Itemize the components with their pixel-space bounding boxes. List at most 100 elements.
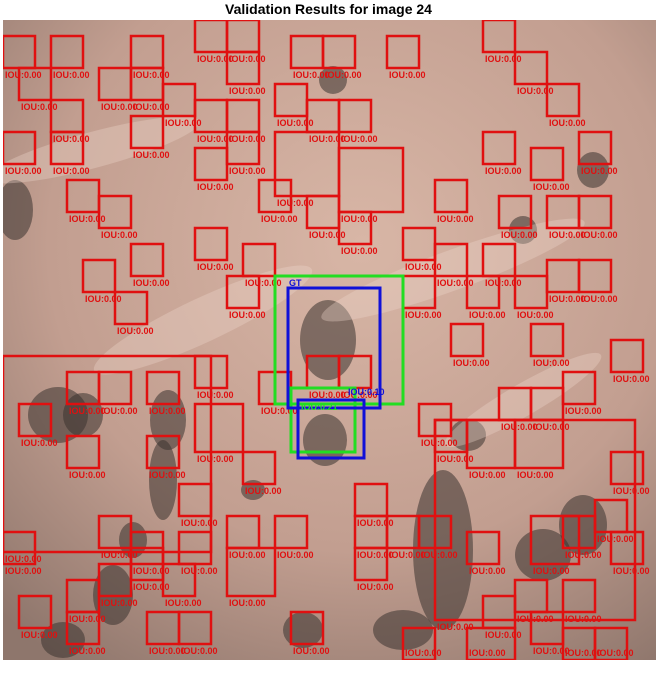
iou-label: IOU:0.00	[517, 310, 554, 320]
iou-label: IOU:0.00	[293, 646, 330, 656]
terrain-highlight	[0, 116, 200, 184]
iou-label: IOU:0.00	[53, 70, 90, 80]
iou-label: IOU:0.00	[613, 566, 650, 576]
iou-label: IOU:0.00	[69, 614, 106, 624]
iou-label: IOU:0.00	[565, 648, 602, 658]
iou-label: IOU:0.00	[565, 614, 602, 624]
iou-label: IOU:0.00	[101, 550, 138, 560]
iou-label: IOU:0.00	[245, 486, 282, 496]
pred-box	[561, 370, 597, 406]
rock-shadow	[319, 66, 347, 94]
pred-box	[609, 338, 645, 374]
pred-box	[529, 146, 565, 182]
pred-box	[65, 434, 101, 470]
gt-box	[296, 398, 366, 460]
iou-label: IOU:0.00	[565, 550, 602, 560]
match-box	[273, 274, 405, 406]
iou-label: IOU:0.00	[533, 566, 570, 576]
pred-box	[433, 418, 637, 622]
pred-box	[273, 514, 309, 550]
iou-label: IOU:0.00	[229, 166, 266, 176]
pred-box	[193, 402, 245, 454]
iou-label: IOU:0.00	[405, 648, 442, 658]
iou-label: IOU:0.00	[53, 166, 90, 176]
iou-label: IOU:0.00	[229, 550, 266, 560]
iou-label: IOU:0.00	[341, 214, 378, 224]
pred-box	[177, 610, 213, 646]
iou-label: IOU:0.00	[309, 230, 346, 240]
iou-label: IOU:0.00	[277, 550, 314, 560]
iou-label: IOU:0.00	[581, 166, 618, 176]
iou-label: IOU:0.00	[245, 278, 282, 288]
iou-label: IOU:0.00	[293, 70, 330, 80]
iou-label: IOU:0.00	[197, 134, 234, 144]
iou-label: IOU:0.00	[197, 54, 234, 64]
iou-label: IOU:0.00	[69, 406, 106, 416]
pred-box	[577, 194, 613, 230]
pred-box	[129, 242, 165, 278]
detection-overlay: IOU:0.00 IOU:0.00 IOU:0.00 IOU:0.00 IOU:0.00…	[0, 18, 656, 662]
rock-shadow	[515, 529, 571, 581]
pred-box	[529, 514, 581, 566]
match-box	[289, 386, 357, 454]
iou-label: IOU:0.00	[101, 406, 138, 416]
iou-label: IOU:0.00	[517, 614, 554, 624]
iou-label: IOU:0.00	[261, 214, 298, 224]
figure-title: Validation Results for image 24	[225, 1, 432, 17]
iou-label: IOU:0.00	[437, 622, 474, 632]
iou-label: IOU:0.00	[485, 630, 522, 640]
iou-label: IOU:0.00	[277, 118, 314, 128]
iou-label: IOU:0.00	[5, 554, 42, 564]
iou-label: IOU:0.00	[549, 118, 586, 128]
iou-label: IOU:0.00	[229, 134, 266, 144]
iou-label: IOU:0.00	[309, 390, 346, 400]
pred-box	[465, 274, 501, 310]
iou-label: IOU:0.00	[437, 454, 474, 464]
iou-label: IOU:0.00	[181, 518, 218, 528]
iou-label: IOU:0.00	[149, 646, 186, 656]
iou-label: IOU:0.00	[421, 550, 458, 560]
iou-label: IOU:0.00	[229, 598, 266, 608]
iou-label: IOU:0.00	[325, 70, 362, 80]
iou-label: IOU:0.00	[581, 294, 618, 304]
rock-shadow	[149, 440, 177, 520]
iou-label: IOU:0.00	[277, 198, 314, 208]
pred-box	[145, 434, 181, 470]
iou-label: IOU:0.00	[133, 278, 170, 288]
pred-box	[97, 194, 133, 230]
iou-label: IOU:0.00	[613, 374, 650, 384]
iou-label: IOU:0.00	[549, 294, 586, 304]
pred-box	[1, 530, 37, 566]
pred-box	[129, 114, 165, 150]
iou-label: IOU:0.00	[101, 230, 138, 240]
pred-box	[321, 34, 357, 70]
pred-box	[49, 130, 85, 166]
iou-label: IOU:0.00	[533, 646, 570, 656]
iou-label: IOU:0.00	[165, 118, 202, 128]
iou-label: IOU:0.00	[437, 214, 474, 224]
pred-box	[17, 66, 53, 102]
iou-label: IOU:0.00	[565, 406, 602, 416]
iou-label: IOU:0.00	[197, 262, 234, 272]
pred-box	[1, 130, 37, 166]
iou-label: IOU:0.00	[341, 390, 378, 400]
iou-label: IOU:0.00	[533, 422, 570, 432]
iou-label: IOU:0.00	[133, 582, 170, 592]
iou-label: IOU:0.00	[53, 134, 90, 144]
pred-box	[433, 178, 469, 214]
pred-box	[193, 354, 229, 390]
pred-box	[161, 562, 197, 598]
pred-box	[353, 546, 389, 582]
pred-box	[193, 146, 229, 182]
iou-label: IOU:0.00	[501, 230, 538, 240]
iou-label: IOU:0.00	[517, 470, 554, 480]
iou-label: IOU:0.00	[229, 86, 266, 96]
pred-box	[257, 178, 293, 214]
pred-box	[337, 210, 373, 246]
iou-label: IOU:0.00	[181, 566, 218, 576]
iou-label: IOU:0.00	[133, 102, 170, 112]
iou-label: IOU:0.00	[485, 54, 522, 64]
pred-box	[145, 370, 181, 406]
pred-box	[97, 370, 133, 406]
iou-label: IOU:0.00	[261, 406, 298, 416]
